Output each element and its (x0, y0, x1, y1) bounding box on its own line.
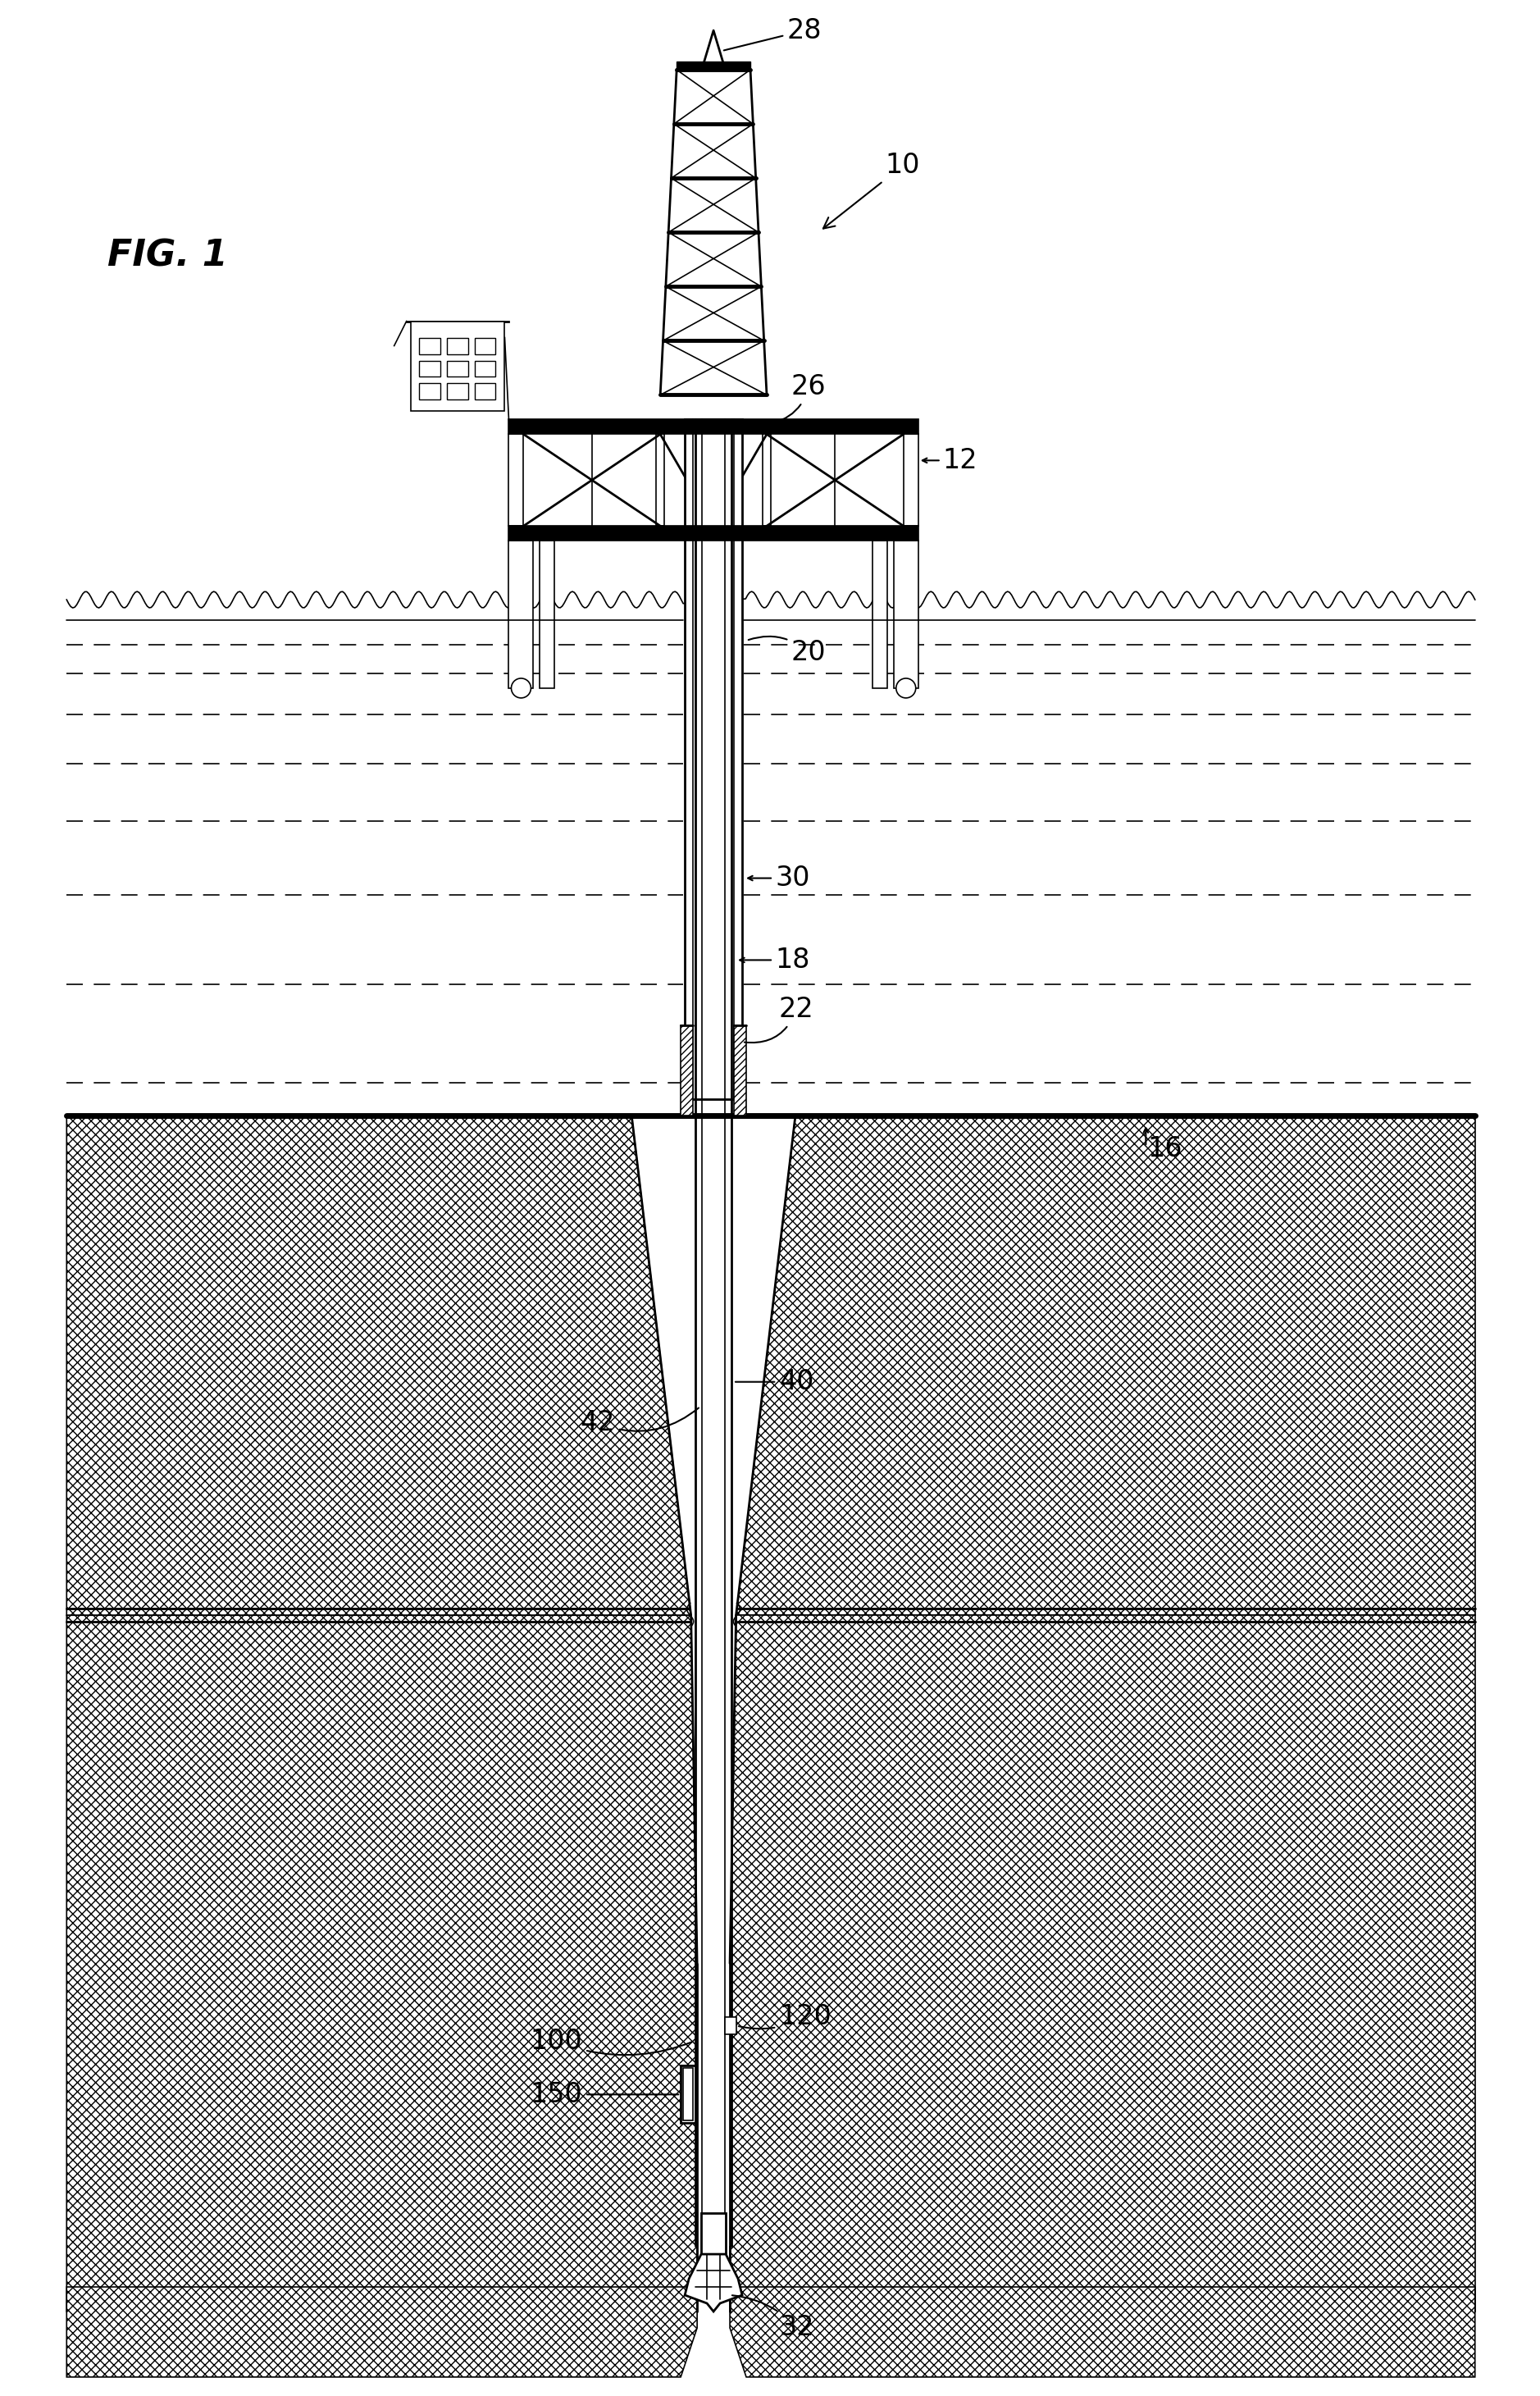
Bar (701, 2214, 725, 2255)
Text: 26: 26 (773, 374, 827, 424)
Polygon shape (730, 2286, 1475, 2377)
Polygon shape (66, 1615, 698, 2312)
Text: 28: 28 (724, 17, 822, 50)
Bar (474, 383, 496, 400)
Text: 32: 32 (731, 2295, 815, 2341)
Bar (447, 359, 468, 376)
Bar (656, 434, 664, 527)
Bar (725, 2017, 736, 2034)
Polygon shape (730, 1615, 1475, 2312)
Bar (681, 2065, 696, 2123)
Circle shape (896, 678, 916, 697)
Bar (762, 434, 772, 527)
Bar (725, 419, 731, 2245)
Circle shape (511, 678, 531, 697)
Bar (411, 321, 505, 412)
Text: 42: 42 (581, 1409, 699, 1435)
Polygon shape (66, 2286, 698, 2377)
Bar (872, 541, 887, 688)
Text: 18: 18 (775, 946, 810, 973)
Bar (419, 383, 440, 400)
Bar (893, 541, 918, 688)
Text: 40: 40 (736, 1368, 813, 1394)
Bar (676, 62, 750, 69)
Bar (696, 419, 702, 2245)
Bar (419, 359, 440, 376)
Bar (508, 541, 533, 688)
Text: 22: 22 (744, 997, 815, 1042)
Bar (508, 527, 918, 541)
Bar (419, 338, 440, 355)
Bar (447, 338, 468, 355)
Text: 20: 20 (748, 637, 827, 666)
Text: 120: 120 (739, 2003, 832, 2029)
Polygon shape (736, 1117, 1475, 1615)
Text: 12: 12 (942, 448, 978, 474)
Polygon shape (681, 1025, 693, 1117)
Polygon shape (735, 1025, 747, 1117)
Bar (508, 419, 918, 434)
Text: FIG. 1: FIG. 1 (108, 237, 228, 273)
Text: 30: 30 (775, 865, 810, 891)
Bar (541, 541, 554, 688)
Bar (685, 419, 742, 1100)
Bar (508, 434, 524, 527)
Text: 10: 10 (824, 151, 921, 228)
Polygon shape (66, 1117, 691, 1615)
Bar (702, 419, 724, 2245)
Bar (474, 338, 496, 355)
Text: 16: 16 (1147, 1136, 1183, 1162)
Bar (447, 383, 468, 400)
Bar (684, 2068, 693, 2120)
Bar (904, 434, 918, 527)
Text: 150: 150 (530, 2080, 679, 2108)
Polygon shape (685, 2255, 742, 2312)
Bar (474, 359, 496, 376)
Text: 100: 100 (530, 2027, 691, 2056)
